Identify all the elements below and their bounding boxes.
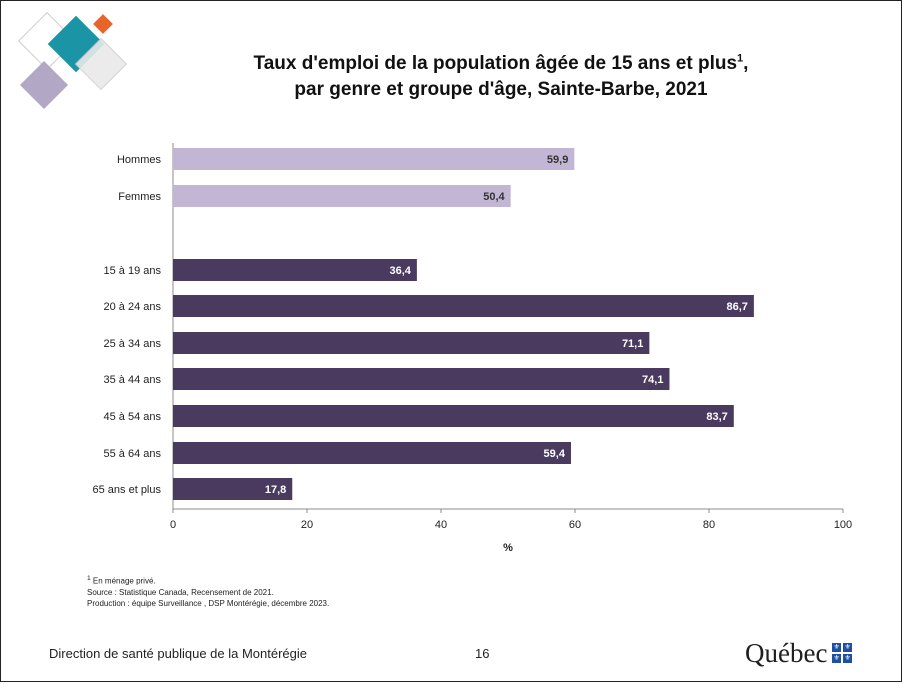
- bar-7: [173, 442, 571, 464]
- footnote-1-text: En ménage privé.: [90, 576, 156, 586]
- diamond-lavender: [19, 60, 69, 110]
- bar-5: [173, 368, 670, 390]
- x-axis-label: %: [503, 542, 513, 554]
- title-footnote-marker: 1: [737, 52, 744, 65]
- data-label-2: 36,4: [389, 265, 411, 277]
- bar-2: [173, 259, 417, 281]
- quebec-logo-text: Québec: [745, 637, 828, 668]
- x-tick-label-4: 80: [703, 519, 715, 531]
- quebec-logo: Québec: [745, 631, 895, 675]
- category-label-7: 55 à 64 ans: [104, 448, 162, 460]
- bar-8: [173, 478, 293, 500]
- x-tick-label-3: 60: [569, 519, 581, 531]
- x-tick-label-2: 40: [435, 519, 447, 531]
- data-label-8: 17,8: [265, 484, 286, 496]
- title-line1-end: ,: [743, 53, 749, 74]
- bar-chart: Hommes 59,9 Femmes 50,4 15 à 19 ans 36,4 20 à …: [93, 143, 852, 554]
- chart-title-line1: Taux d'emploi de la population âgée de 1…: [151, 51, 851, 77]
- x-tick-label-1: 20: [301, 519, 313, 531]
- footnote-1-marker: 1: [87, 575, 91, 582]
- category-label-6: 45 à 54 ans: [104, 411, 162, 423]
- data-label-1: 50,4: [483, 191, 505, 203]
- production-note: Production : équipe Surveillance , DSP M…: [87, 598, 330, 608]
- diamond-orange: [93, 14, 113, 34]
- x-tick-label-0: 0: [170, 519, 176, 531]
- data-label-0: 59,9: [547, 154, 568, 166]
- x-tick-label-5: 100: [834, 519, 852, 531]
- bar-4: [173, 332, 650, 354]
- category-label-0: Hommes: [117, 154, 162, 166]
- bar-1: [173, 185, 511, 207]
- category-label-1: Femmes: [118, 191, 161, 203]
- category-label-2: 15 à 19 ans: [104, 265, 162, 277]
- chart-title-line2: par genre et groupe d'âge, Sainte-Barbe,…: [294, 79, 708, 100]
- quebec-flag-icon: [832, 643, 853, 663]
- source-note: Source : Statistique Canada, Recensement…: [87, 587, 274, 597]
- category-label-4: 25 à 34 ans: [104, 338, 162, 350]
- page-number: 16: [475, 646, 490, 661]
- data-label-4: 71,1: [622, 338, 643, 350]
- data-label-3: 86,7: [726, 301, 747, 313]
- footnotes: 1 En ménage privé. Source : Statistique …: [87, 573, 329, 609]
- title-line1-text: Taux d'emploi de la population âgée de 1…: [253, 53, 738, 74]
- chart-title: Taux d'emploi de la population âgée de 1…: [151, 51, 851, 103]
- data-label-6: 83,7: [706, 411, 727, 423]
- category-label-3: 20 à 24 ans: [104, 301, 162, 313]
- category-label-8: 65 ans et plus: [93, 484, 162, 496]
- bar-3: [173, 295, 754, 317]
- bar-6: [173, 405, 734, 427]
- category-label-5: 35 à 44 ans: [104, 374, 162, 386]
- footnote-1: 1 En ménage privé.: [87, 573, 329, 587]
- footer-organization: Direction de santé publique de la Montér…: [49, 646, 308, 661]
- data-label-7: 59,4: [544, 448, 566, 460]
- diamond-light: [74, 37, 128, 91]
- decorative-diamonds-logo: [18, 12, 128, 110]
- bar-0: [173, 148, 575, 170]
- data-label-5: 74,1: [642, 374, 663, 386]
